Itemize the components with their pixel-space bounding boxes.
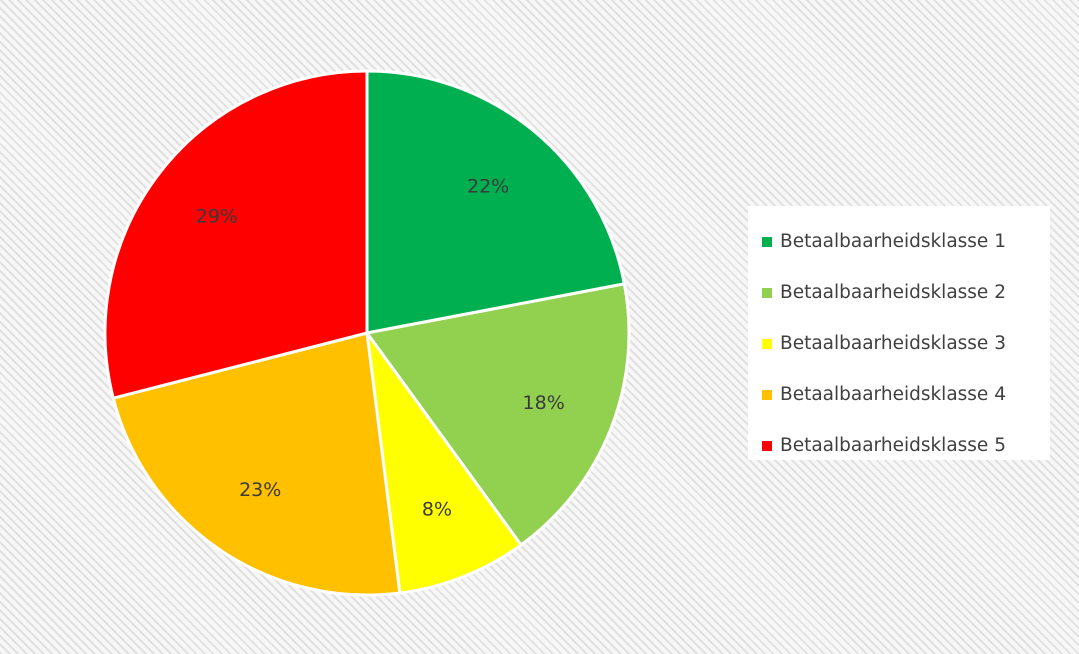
slice-label-2: 18% xyxy=(523,392,565,414)
legend-item-2: Betaalbaarheidsklasse 2 xyxy=(762,267,1050,318)
pie-slice-3 xyxy=(365,331,523,595)
legend-label-4: Betaalbaarheidsklasse 4 xyxy=(780,384,1006,405)
slice-label-4: 23% xyxy=(239,479,281,501)
pie-slice-5 xyxy=(103,69,369,400)
legend: Betaalbaarheidsklasse 1 Betaalbaarheidskl… xyxy=(748,206,1050,460)
legend-swatch-5 xyxy=(762,440,772,451)
legend-item-4: Betaalbaarheidsklasse 4 xyxy=(762,369,1050,420)
slice-label-5: 29% xyxy=(196,206,238,228)
slice-label-1: 22% xyxy=(467,176,509,198)
legend-label-1: Betaalbaarheidsklasse 1 xyxy=(780,231,1006,252)
legend-item-3: Betaalbaarheidsklasse 3 xyxy=(762,318,1050,369)
legend-swatch-3 xyxy=(762,338,772,349)
pie-slice-2 xyxy=(365,282,631,547)
legend-item-5: Betaalbaarheidsklasse 5 xyxy=(762,420,1050,471)
pie-slice-4 xyxy=(111,331,402,597)
legend-label-5: Betaalbaarheidsklasse 5 xyxy=(780,435,1006,456)
legend-swatch-2 xyxy=(762,287,772,298)
legend-item-1: Betaalbaarheidsklasse 1 xyxy=(762,216,1050,267)
pie-slice-1 xyxy=(365,69,626,335)
legend-label-3: Betaalbaarheidsklasse 3 xyxy=(780,333,1006,354)
legend-swatch-1 xyxy=(762,236,772,247)
legend-swatch-4 xyxy=(762,389,772,400)
slice-label-3: 8% xyxy=(422,499,452,521)
legend-label-2: Betaalbaarheidsklasse 2 xyxy=(780,282,1006,303)
